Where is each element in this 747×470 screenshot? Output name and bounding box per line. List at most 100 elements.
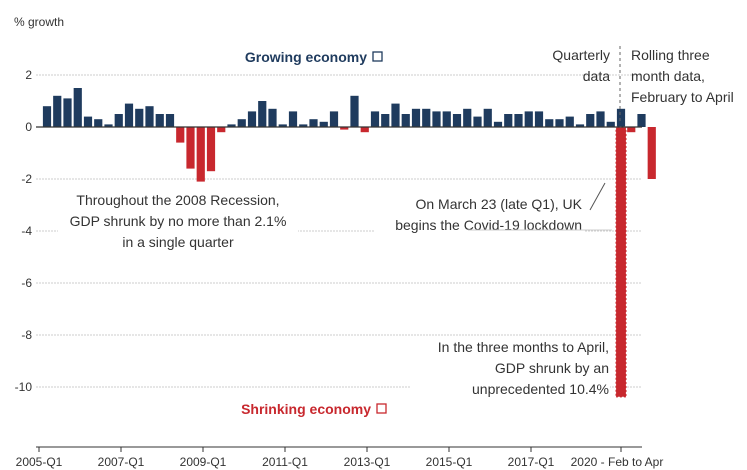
annotation-rolling: month data, [631, 68, 705, 84]
bar [299, 124, 308, 127]
annotation-recession: Throughout the 2008 Recession, [76, 192, 279, 208]
bar [370, 111, 380, 127]
y-tick-label: 0 [25, 120, 32, 134]
bar [247, 111, 257, 127]
bar [186, 127, 195, 169]
x-tick-label: 2009-Q1 [180, 455, 227, 469]
bar [104, 124, 113, 127]
bar [565, 116, 574, 127]
x-tick-label: 2007-Q1 [98, 455, 145, 469]
bar [237, 119, 246, 127]
bar [442, 111, 451, 127]
x-axis: 2005-Q1 2007-Q1 2009-Q1 2011-Q1 2013-Q1 2015-… [16, 446, 664, 469]
bar [473, 116, 482, 127]
bar [647, 127, 656, 179]
annotation-april: unprecedented 10.4% [472, 381, 609, 397]
bar [463, 108, 472, 127]
annotation-rolling: February to April [631, 89, 734, 105]
bar [575, 124, 585, 127]
x-tick-label: 2011-Q1 [262, 455, 308, 469]
annotation-quarterly: Quarterly [552, 47, 610, 63]
bar [381, 114, 390, 127]
bar [268, 108, 277, 127]
bar [616, 108, 626, 127]
bar [94, 119, 103, 127]
bar [555, 119, 564, 127]
bar [627, 127, 636, 133]
bar [596, 111, 605, 127]
bar [493, 121, 503, 127]
annotation-bg [58, 187, 298, 257]
bar [227, 124, 236, 127]
bar [360, 127, 369, 133]
bar [196, 127, 205, 182]
y-tick-label: -2 [21, 172, 32, 186]
y-axis-label: % growth [14, 15, 64, 29]
annotation-april: In the three months to April, [438, 339, 609, 355]
growing-marker-icon [372, 51, 383, 62]
y-tick-label: -8 [21, 328, 32, 342]
bar [422, 108, 431, 127]
bar [114, 114, 123, 127]
bar [329, 111, 339, 127]
y-tick-label: -10 [15, 380, 33, 394]
y-tick-label: -4 [21, 224, 32, 238]
annotations: Quarterly data Rolling three month data, Feb… [58, 47, 734, 404]
annotation-recession: in a single quarter [122, 234, 234, 250]
bars [36, 46, 656, 398]
bar [483, 108, 492, 127]
bar [124, 103, 134, 127]
bar [83, 116, 93, 127]
bar [145, 106, 154, 127]
annotation-bg [375, 188, 585, 236]
bar [135, 108, 144, 127]
bar [258, 101, 267, 127]
legend-shrinking: Shrinking economy [241, 401, 371, 417]
bar [278, 124, 287, 127]
bar [545, 119, 554, 127]
y-axis-ticks: 2 0 -2 -4 -6 -8 -10 [15, 68, 33, 394]
shrinking-marker-icon [376, 403, 387, 414]
bar [319, 121, 328, 127]
bar [534, 111, 544, 127]
bar [63, 98, 72, 127]
bar-rolling [614, 126, 628, 398]
bar [606, 121, 615, 127]
bar [155, 114, 164, 127]
bar [53, 95, 62, 127]
y-tick-label: 2 [25, 68, 32, 82]
bar [637, 114, 646, 127]
bar [391, 103, 400, 127]
annotation-lockdown: On March 23 (late Q1), UK [415, 196, 582, 212]
x-tick-label: 2017-Q1 [508, 455, 555, 469]
y-tick-label: -6 [21, 276, 32, 290]
x-tick-label: 2013-Q1 [344, 455, 391, 469]
bar [452, 114, 462, 127]
bar [309, 119, 318, 127]
x-tick-label: 2020 - Feb to Apr [571, 455, 664, 469]
annotation-recession: GDP shrunk by no more than 2.1% [70, 213, 287, 229]
bar [514, 114, 523, 127]
connector-lockdown [589, 182, 606, 211]
annotation-lockdown: begins the Covid-19 lockdown [395, 217, 582, 233]
annotation-april: GDP shrunk by an [495, 360, 609, 376]
x-tick-label: 2015-Q1 [426, 455, 473, 469]
bar [288, 111, 298, 127]
annotation-bg [410, 336, 610, 404]
bar [165, 114, 175, 127]
bar [401, 114, 410, 127]
annotation-rolling: Rolling three [631, 47, 710, 63]
annotation-quarterly: data [583, 68, 610, 84]
bar [586, 114, 595, 127]
bar [176, 127, 185, 143]
bar [350, 95, 359, 127]
bar [504, 114, 513, 127]
legend-growing: Growing economy [245, 49, 367, 65]
bar [217, 127, 226, 133]
bar [411, 108, 421, 127]
bar [432, 111, 441, 127]
bar [73, 88, 82, 127]
bar [42, 106, 52, 127]
legend-labels: Growing economy Shrinking economy [241, 49, 387, 417]
